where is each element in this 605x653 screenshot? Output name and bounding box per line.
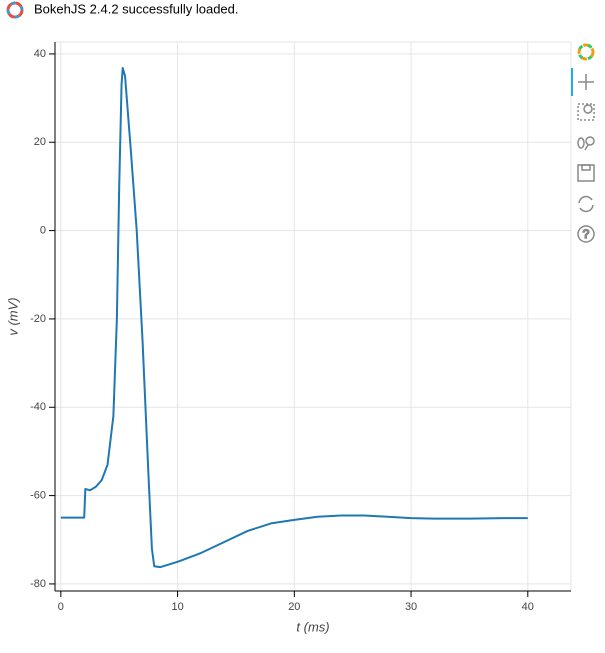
plot-frame xyxy=(54,41,572,592)
load-message: BokehJS 2.4.2 successfully loaded. xyxy=(34,1,239,16)
y-tick-label: 40 xyxy=(34,48,46,60)
plot: 0 10 20 30 40 -80 -60 -40 -20 0 20 40 t (ms) v (mV) xyxy=(5,41,572,634)
x-axis-label: t (ms) xyxy=(296,619,329,634)
y-tick-label: -80 xyxy=(30,578,46,590)
reset-tool[interactable] xyxy=(578,195,594,213)
x-tick-label: 0 xyxy=(58,601,64,613)
save-tool[interactable] xyxy=(577,164,595,182)
y-axis-label: v (mV) xyxy=(5,297,20,335)
y-tick-label: -60 xyxy=(30,490,46,502)
bokeh-logo xyxy=(6,1,24,19)
y-tick-label: 0 xyxy=(40,225,46,237)
pan-tool[interactable] xyxy=(578,74,594,90)
line-series xyxy=(60,67,528,569)
wheel-zoom-tool[interactable] xyxy=(577,136,595,151)
svg-text:?: ? xyxy=(583,227,590,241)
y-tick-label: 20 xyxy=(34,136,46,148)
x-tick-label: 30 xyxy=(405,601,417,613)
x-tick-label: 10 xyxy=(171,601,183,613)
x-tick-label: 40 xyxy=(522,601,534,613)
box-zoom-tool[interactable] xyxy=(577,103,595,121)
y-tick-label: -20 xyxy=(30,313,46,325)
y-tick-label: -40 xyxy=(30,401,46,413)
x-tick-label: 20 xyxy=(288,601,300,613)
help-tool[interactable]: ? xyxy=(577,225,595,243)
toolbar: ? xyxy=(571,43,595,243)
bokeh-logo-tool[interactable] xyxy=(577,43,595,61)
active-indicator xyxy=(571,68,573,96)
